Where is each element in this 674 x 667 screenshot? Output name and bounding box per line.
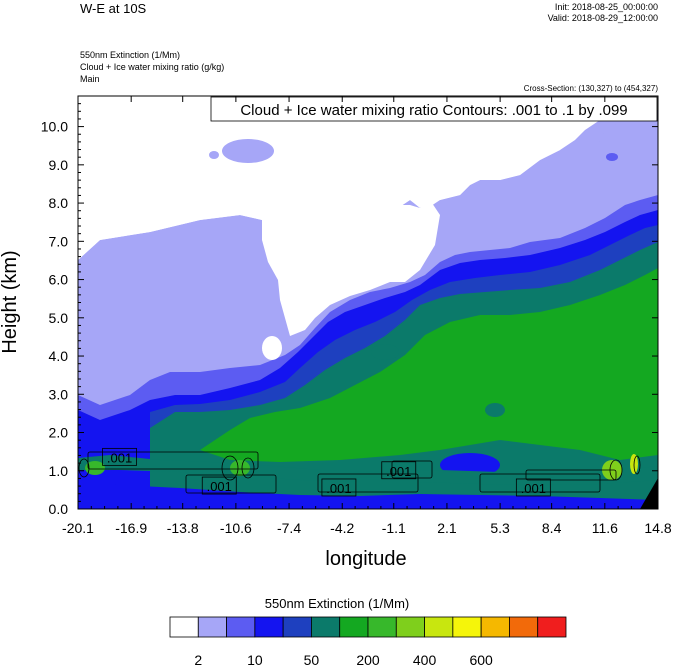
contour-label-box-3 [381, 461, 417, 480]
contour-6 [525, 469, 617, 481]
cross-section-label: Cross-Section: (130,327) to (454,327) [523, 84, 658, 93]
colorbar-swatch-11 [480, 616, 510, 638]
contour-label-0: .001 [107, 450, 132, 465]
contour-label-4: .001 [521, 481, 546, 496]
contour-label-layer: .001 .001 .001 .001 .001 [102, 447, 551, 497]
plot-area: .001 .001 .001 .001 .001 [78, 96, 658, 509]
contour-info-box [210, 96, 658, 122]
contour-9 [78, 458, 90, 478]
contour-label-box-2 [321, 478, 357, 497]
band-near-surface-teal [78, 455, 658, 485]
contour-label-1: .001 [207, 479, 232, 494]
x-tick-label-4: -7.4 [277, 520, 301, 536]
colorbar-swatch-12 [509, 616, 539, 638]
contour-label-2: .001 [326, 481, 351, 496]
contour-label-box-1 [201, 476, 237, 495]
field-name-domain: Main [80, 74, 100, 84]
colorbar-swatch-0 [169, 616, 199, 638]
valid-time: Valid: 2018-08-29_12:00:00 [547, 13, 658, 23]
contour-info-text: Cloud + Ice water mixing ratio Contours:… [240, 102, 627, 119]
x-tick-label-7: 2.1 [437, 520, 457, 536]
x-tick-label-10: 11.6 [592, 520, 618, 536]
colorbar-swatch-9 [424, 616, 454, 638]
x-tick-label-5: -4.2 [330, 520, 354, 536]
contour-4 [391, 460, 433, 479]
axes: -20.1 -16.9 -13.8 -10.6 -7.4 -4.2 -1.1 2.1 5.3 8.… [41, 96, 672, 536]
x-tick-label-2: -13.8 [167, 520, 199, 536]
x-axis-label: longitude [325, 548, 406, 570]
green-spot-1 [85, 461, 105, 475]
teal-pocket-1 [485, 403, 505, 417]
init-time: Init: 2018-08-25_00:00:00 [554, 2, 658, 12]
y-tick-label-7: 7.0 [49, 233, 69, 249]
y-tick-label-0: 0.0 [49, 501, 69, 517]
x-tick-label-9: 8.4 [542, 520, 562, 536]
colorbar-swatch-10 [452, 616, 482, 638]
y-tick-label-9: 9.0 [49, 157, 69, 173]
contour-3 [317, 473, 419, 493]
clear-air-upper-left [78, 96, 658, 260]
cloud-blob-core [606, 153, 618, 161]
colorbar-tick-label-3: 200 [356, 652, 380, 667]
x-tick-label-0: -20.1 [62, 520, 94, 536]
colorbar-tick-label-4: 400 [413, 652, 437, 667]
contour-5 [479, 473, 601, 493]
mixing-ratio-contours [78, 451, 641, 494]
contour-label-box-4 [515, 478, 551, 497]
x-tick-label-1: -16.9 [115, 520, 147, 536]
colorbar-swatch-13 [537, 616, 567, 638]
colorbar-tick-label-2: 50 [304, 652, 320, 667]
colorbar-swatch-5 [311, 616, 341, 638]
y-axis-label: Height (km) [0, 250, 21, 353]
x-tick-label-3: -10.6 [220, 520, 252, 536]
x-tick-label-11: 14.8 [644, 520, 671, 536]
contour-7 [221, 455, 239, 481]
colorbar-tick-label-5: 600 [469, 652, 493, 667]
plot-title: W-E at 10S [80, 1, 147, 16]
y-tick-label-10: 10.0 [41, 119, 68, 135]
y-tick-label-8: 8.0 [49, 195, 69, 211]
cloud-blob-3 [598, 122, 658, 178]
band-level-6 [200, 268, 658, 462]
colorbar-swatch-6 [339, 616, 369, 638]
y-tick-label-3: 3.0 [49, 386, 69, 402]
field-name-mixing-ratio: Cloud + Ice water mixing ratio (g/kg) [80, 62, 225, 72]
y-tick-label-5: 5.0 [49, 310, 69, 326]
colorbar-tick-label-0: 2 [194, 652, 202, 667]
contour-2 [185, 474, 277, 494]
colorbar-swatch-4 [282, 616, 312, 638]
colorbar-tick-label-1: 10 [247, 652, 263, 667]
teal-pocket-2 [371, 344, 399, 360]
y-tick-label-4: 4.0 [49, 348, 69, 364]
contour-1 [87, 451, 259, 470]
contour-10 [609, 459, 623, 481]
clear-pocket [262, 336, 282, 360]
field-name-extinction: 550nm Extinction (1/Mm) [80, 50, 181, 60]
x-tick-label-6: -1.1 [382, 520, 406, 536]
contour-8 [241, 457, 255, 479]
y-tick-label-1: 1.0 [49, 463, 69, 479]
y-tick-label-6: 6.0 [49, 272, 69, 288]
band-near-surface [78, 480, 658, 509]
contour-11 [633, 455, 641, 475]
colorbar-swatch-3 [254, 616, 284, 638]
colorbar-title: 550nm Extinction (1/Mm) [264, 596, 410, 611]
x-tick-label-8: 5.3 [490, 520, 510, 536]
y-tick-label-2: 2.0 [49, 425, 69, 441]
terrain [640, 478, 658, 509]
contour-label-box-0 [102, 447, 137, 466]
colorbar-swatch-2 [226, 616, 256, 638]
cloud-blob-1 [222, 139, 274, 163]
green-spot-2 [230, 460, 250, 476]
colorbar-swatch-8 [395, 616, 425, 638]
colorbar-swatch-1 [197, 616, 227, 638]
cloud-blob-2 [209, 151, 219, 159]
colorbar: 2 10 50 200 400 600 [169, 616, 567, 667]
contour-label-3: .001 [386, 464, 411, 479]
colorbar-swatch-7 [367, 616, 397, 638]
